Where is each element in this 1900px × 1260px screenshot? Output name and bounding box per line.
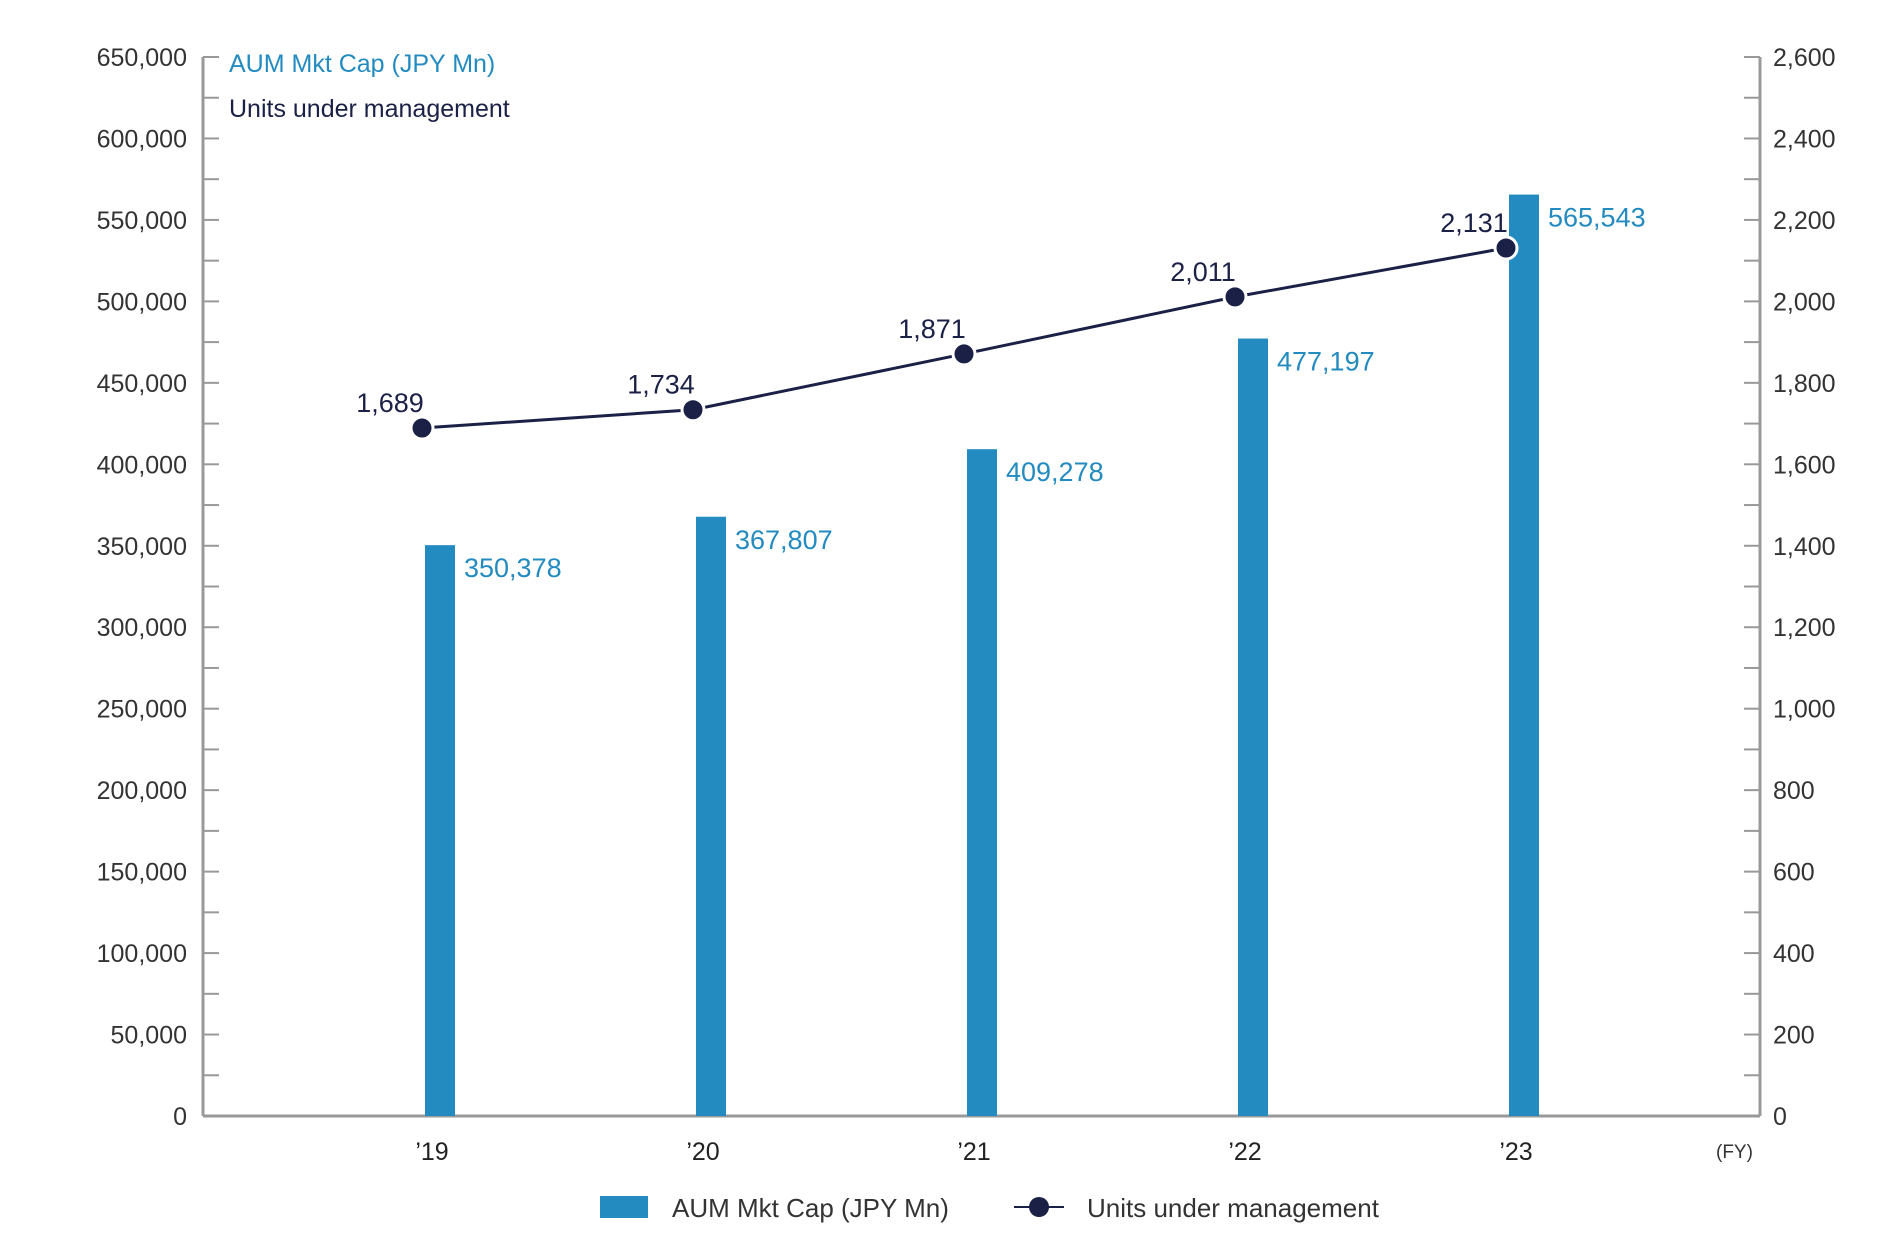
right-axis-title: Units under management	[229, 95, 510, 123]
right-tick-label: 1,200	[1773, 614, 1836, 642]
x-tick-label: ’22	[1228, 1138, 1261, 1166]
left-tick-label: 400,000	[97, 451, 187, 479]
right-tick-label: 2,400	[1773, 125, 1836, 153]
left-tick-label: 500,000	[97, 288, 187, 316]
right-tick-label: 600	[1773, 859, 1815, 887]
left-tick-label: 0	[173, 1103, 187, 1131]
right-tick-label: 2,200	[1773, 207, 1836, 235]
right-tick-label: 1,000	[1773, 696, 1836, 724]
bar-value-label: 367,807	[735, 525, 833, 555]
line-value-label: 2,131	[1440, 208, 1508, 238]
left-tick-label: 450,000	[97, 370, 187, 398]
left-tick-label: 650,000	[97, 44, 187, 72]
x-tick-label: ’19	[415, 1138, 448, 1166]
bar-value-label: 477,197	[1277, 347, 1375, 377]
legend-label-bar: AUM Mkt Cap (JPY Mn)	[672, 1193, 949, 1223]
right-tick-label: 2,000	[1773, 288, 1836, 316]
left-tick-label: 250,000	[97, 696, 187, 724]
x-tick-label: ’21	[957, 1138, 990, 1166]
left-tick-label: 350,000	[97, 533, 187, 561]
right-tick-label: 1,600	[1773, 451, 1836, 479]
left-axis-ticks: 0 50,000 100,000 150,000 200,000 250,000 300,0…	[97, 44, 219, 1131]
x-tick-label: ’20	[686, 1138, 719, 1166]
left-tick-label: 200,000	[97, 777, 187, 805]
line-value-label: 1,871	[898, 314, 966, 344]
line-point	[951, 341, 977, 367]
line-value-label: 1,689	[356, 388, 424, 418]
bar-value-label: 409,278	[1006, 457, 1104, 487]
left-tick-label: 150,000	[97, 859, 187, 887]
left-tick-label: 300,000	[97, 614, 187, 642]
right-tick-label: 200	[1773, 1022, 1815, 1050]
right-tick-label: 0	[1773, 1103, 1787, 1131]
left-tick-label: 100,000	[97, 940, 187, 968]
legend-label-line: Units under management	[1087, 1193, 1380, 1223]
left-tick-label: 600,000	[97, 125, 187, 153]
right-tick-label: 800	[1773, 777, 1815, 805]
line-point	[1222, 284, 1248, 310]
left-axis-title: AUM Mkt Cap (JPY Mn)	[229, 50, 495, 78]
right-tick-label: 1,800	[1773, 370, 1836, 398]
bar	[967, 449, 997, 1117]
line-series: 1,689 1,734 1,871 2,011 2,131	[356, 208, 1519, 441]
line-point	[1493, 235, 1519, 261]
x-tick-label: ’23	[1499, 1138, 1532, 1166]
legend: AUM Mkt Cap (JPY Mn) Units under managem…	[600, 1193, 1380, 1223]
legend-swatch-marker	[1029, 1197, 1049, 1217]
bars: 350,378 367,807 409,278 477,197 565,543	[425, 194, 1646, 1117]
bar	[696, 516, 726, 1116]
right-tick-label: 2,600	[1773, 44, 1836, 72]
line-point	[680, 397, 706, 423]
bar	[1238, 338, 1268, 1116]
right-tick-label: 400	[1773, 940, 1815, 968]
x-axis-unit: (FY)	[1716, 1142, 1753, 1163]
line-value-label: 2,011	[1170, 257, 1236, 287]
right-tick-label: 1,400	[1773, 533, 1836, 561]
bar-value-label: 350,378	[464, 553, 562, 583]
bar-value-label: 565,543	[1548, 203, 1646, 233]
x-axis-labels: ’19 ’20 ’21 ’22 ’23	[415, 1138, 1532, 1166]
right-axis-ticks: 0 200 400 600 800 1,000 1,200 1,400 1,600 1,800 2,…	[1744, 44, 1836, 1131]
left-tick-label: 550,000	[97, 207, 187, 235]
legend-swatch-bar	[600, 1196, 648, 1218]
left-tick-label: 50,000	[111, 1022, 187, 1050]
line-value-label: 1,734	[627, 370, 695, 400]
bar	[1509, 194, 1539, 1116]
line-point	[409, 415, 435, 441]
bar	[425, 545, 455, 1116]
